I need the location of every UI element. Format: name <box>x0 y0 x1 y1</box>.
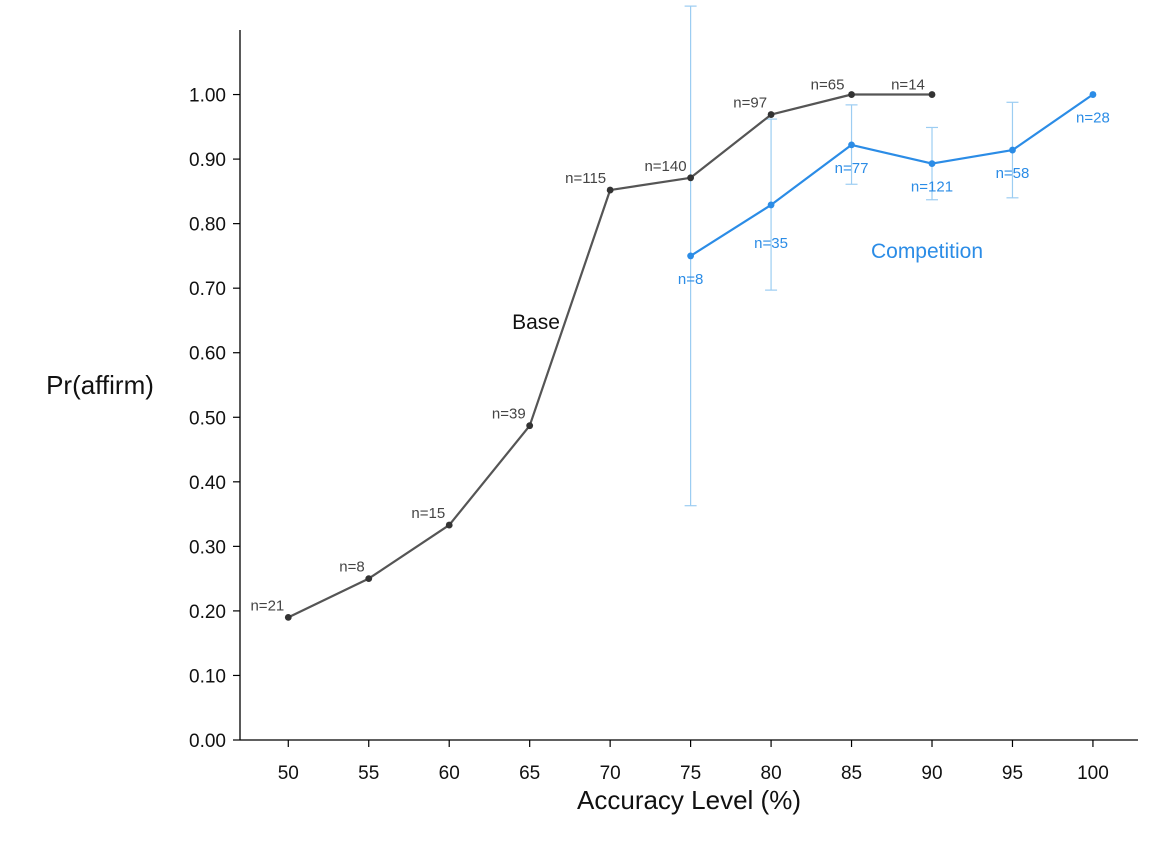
n-label: n=121 <box>911 179 953 196</box>
data-point <box>767 111 775 118</box>
n-label: n=115 <box>565 170 606 187</box>
n-label: n=97 <box>733 95 767 112</box>
n-label: n=39 <box>492 406 526 423</box>
y-tick-label: 0.30 <box>189 537 226 558</box>
x-tick-label: 75 <box>680 763 701 784</box>
x-tick-label: 90 <box>921 763 942 784</box>
data-point <box>606 186 614 194</box>
data-point <box>1089 91 1097 98</box>
y-tick-label: 0.00 <box>189 731 226 752</box>
n-label: n=65 <box>811 77 845 94</box>
data-point <box>526 422 534 430</box>
series-line-competition <box>690 93 1094 257</box>
data-point <box>687 174 695 182</box>
x-tick-label: 70 <box>600 763 621 784</box>
data-point <box>767 201 775 209</box>
n-label: n=28 <box>1076 110 1110 127</box>
x-tick-label: 80 <box>761 763 782 784</box>
n-label: n=8 <box>339 559 364 576</box>
n-label: n=58 <box>996 165 1030 182</box>
data-point <box>365 575 373 583</box>
n-label: n=77 <box>835 160 869 177</box>
data-point <box>928 160 936 168</box>
x-tick-label: 60 <box>439 763 460 784</box>
y-tick-label: 0.70 <box>189 279 226 300</box>
y-tick-label: 0.60 <box>189 344 226 365</box>
n-label: n=35 <box>754 235 788 252</box>
data-point <box>284 613 292 621</box>
data-point <box>1009 146 1016 154</box>
x-tick-label: 55 <box>358 763 379 784</box>
axes: 50 55 60 65 70 75 80 85 90 95 100 0.00 0.10 0.20 0.30 0… <box>189 30 1138 784</box>
data-point <box>445 521 453 529</box>
data-point <box>928 91 936 98</box>
x-tick-label: 65 <box>519 763 540 784</box>
x-tick-label: 50 <box>278 763 299 784</box>
x-tick-label: 85 <box>841 763 862 784</box>
n-label: n=14 <box>891 77 925 94</box>
y-tick-label: 0.80 <box>189 215 226 236</box>
n-label: n=15 <box>411 505 445 522</box>
data-point <box>687 252 695 260</box>
data-point <box>848 91 855 98</box>
y-tick-label: 0.20 <box>189 602 226 623</box>
y-tick-label: 0.10 <box>189 666 226 687</box>
y-tick-label: 0.40 <box>189 473 226 494</box>
y-axis-label: Pr(affirm) <box>46 370 154 400</box>
n-label: n=8 <box>678 271 703 288</box>
n-label: n=21 <box>250 597 284 614</box>
n-label: n=140 <box>644 158 686 175</box>
series-label-competition: Competition <box>871 240 983 263</box>
series-label-base: Base <box>512 311 560 334</box>
x-tick-label: 100 <box>1077 763 1109 784</box>
y-tick-label: 0.90 <box>189 150 226 171</box>
y-tick-label: 0.50 <box>189 408 226 429</box>
y-tick-label: 1.00 <box>189 86 226 107</box>
n-labels: n=21 n=8 n=15 n=39 n=115 n=140 n=97 n=65 n=14 n=8… <box>250 77 1109 615</box>
x-axis-label: Accuracy Level (%) <box>577 785 801 815</box>
data-point <box>848 141 855 149</box>
markers <box>284 91 1097 621</box>
x-tick-label: 95 <box>1002 763 1023 784</box>
